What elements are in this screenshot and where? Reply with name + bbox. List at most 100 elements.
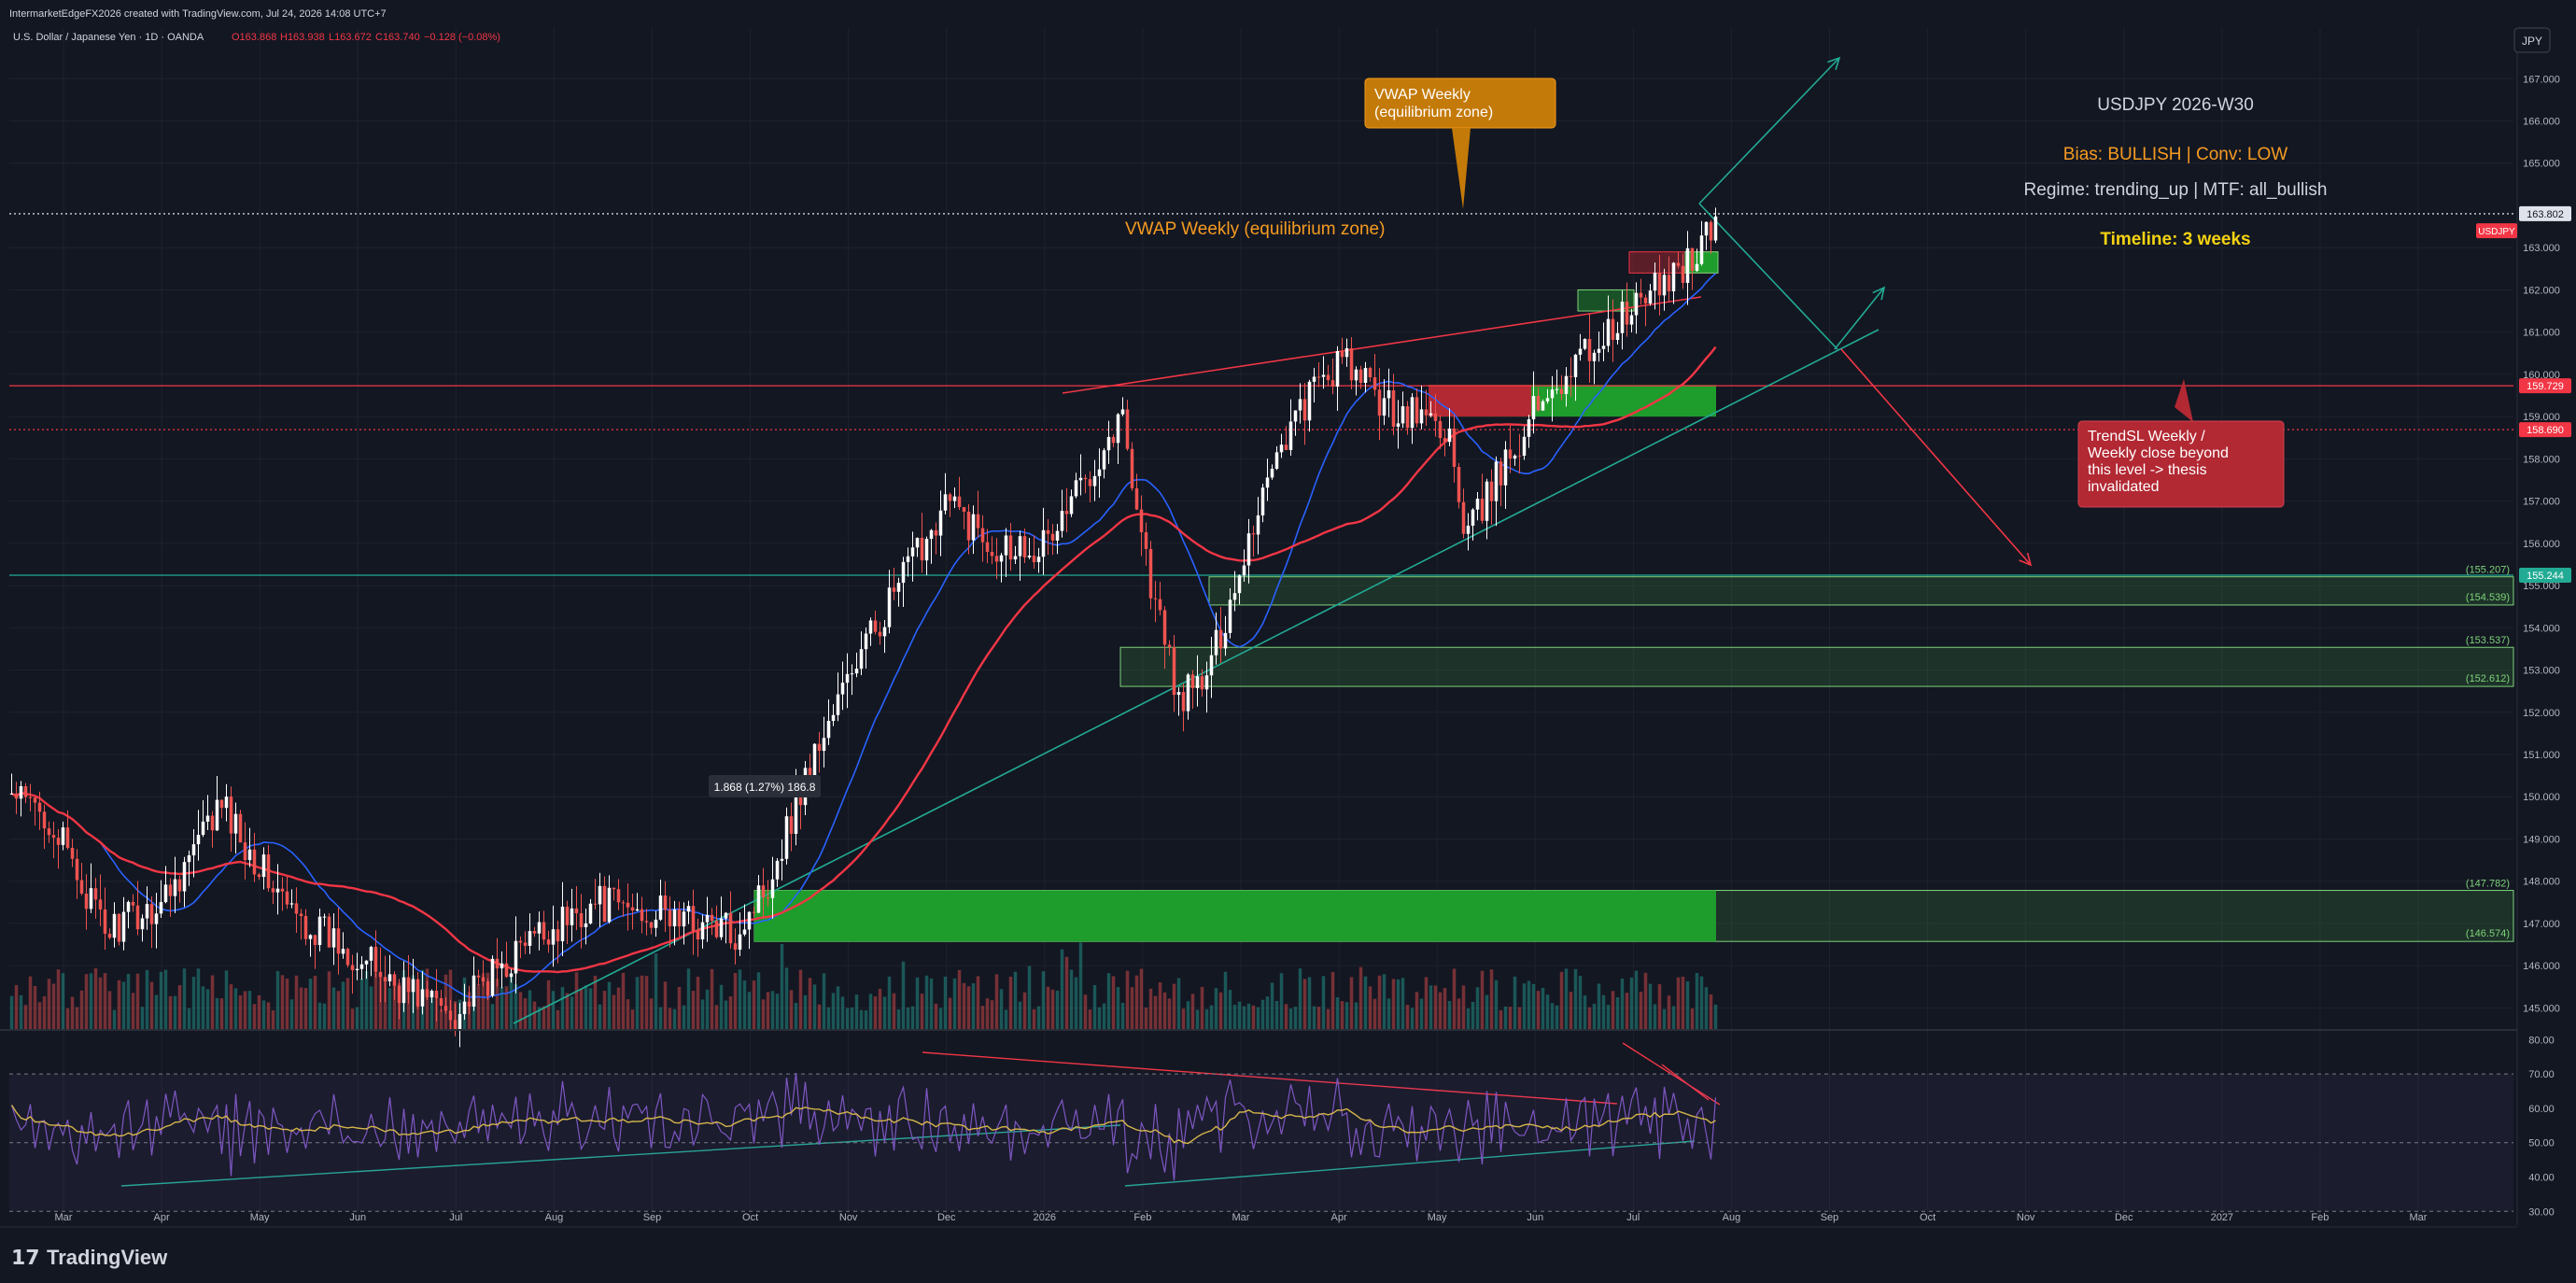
candle-body	[271, 888, 275, 893]
measure-label-box	[709, 775, 821, 797]
candle-body	[1190, 674, 1195, 688]
symbol-tag	[2476, 223, 2517, 239]
volume-bar	[1050, 989, 1055, 1029]
candle-body	[266, 854, 271, 889]
volume-bar	[1055, 990, 1060, 1029]
candle-body	[387, 974, 392, 981]
candle-body	[1200, 676, 1204, 690]
arrow-head	[1827, 56, 1841, 71]
candle-body	[369, 947, 373, 961]
volume-bar	[168, 995, 173, 1029]
zone-bottom-label: (152.612)	[2466, 673, 2510, 684]
volume-bar	[1513, 976, 1517, 1029]
candle-body	[924, 539, 929, 561]
volume-bar	[742, 980, 747, 1029]
candle-body	[1167, 644, 1172, 648]
volume-bar	[565, 993, 570, 1029]
volume-bar	[920, 994, 924, 1029]
candle-body	[756, 885, 761, 913]
volume-bar	[1036, 1006, 1041, 1029]
ohlc-high: H163.938	[280, 32, 325, 43]
candle-body	[65, 827, 70, 848]
volume-bar	[1545, 994, 1550, 1029]
candle-body	[1489, 481, 1494, 501]
volume-bar	[14, 984, 19, 1029]
volume-bar	[37, 1002, 42, 1029]
resistance-trendline	[1062, 296, 1702, 394]
candle-body	[1471, 509, 1475, 526]
x-axis-label: Feb	[1133, 1212, 1151, 1223]
volume-bar	[1288, 1008, 1293, 1029]
volume-bar	[873, 996, 878, 1029]
panel-bias: Bias: BULLISH | Conv: LOW	[2063, 145, 2287, 164]
candle-body	[448, 1010, 453, 1021]
candle-body	[126, 901, 131, 912]
candle-body	[1480, 499, 1485, 521]
volume-bar	[733, 972, 738, 1029]
volume-bar	[1648, 983, 1653, 1029]
candle-body	[70, 847, 75, 859]
candle-body	[415, 979, 420, 1007]
candle-body	[47, 828, 51, 836]
candle-body	[1550, 389, 1555, 399]
price-tick-label: 163.000	[2523, 243, 2560, 254]
volume-bar	[317, 1002, 322, 1029]
candle-body	[205, 815, 210, 822]
candle-body	[1176, 692, 1181, 696]
moving-averages	[10, 273, 1717, 999]
volume-bar	[663, 981, 668, 1029]
volume-bar	[747, 992, 752, 1029]
candle-body	[233, 813, 238, 834]
candle-body	[1354, 369, 1358, 381]
candle-body	[1335, 351, 1340, 387]
candle-body	[882, 627, 887, 637]
volume-bar	[23, 1005, 28, 1029]
volume-bar	[1625, 993, 1629, 1029]
candle-body	[1391, 390, 1396, 427]
candle-body	[191, 844, 196, 856]
volume-bar	[784, 967, 789, 1029]
candle-body	[1293, 410, 1298, 422]
rsi-support-line	[1124, 1140, 1696, 1187]
ohlc-close: C163.740	[375, 32, 420, 43]
candle-body	[397, 985, 401, 1004]
pullback-arrow	[1698, 203, 1838, 350]
volume-bar	[850, 1007, 854, 1029]
candle-body	[1429, 413, 1433, 416]
volume-bar	[1237, 1001, 1242, 1029]
candle-body	[1405, 406, 1410, 429]
rsi-tick-label: 80.00	[2528, 1035, 2555, 1046]
candle-body	[794, 787, 798, 834]
currency-button[interactable]	[2513, 27, 2551, 53]
candle-body	[1018, 536, 1022, 557]
volume-bar	[570, 996, 574, 1029]
x-axis-label: Jul	[449, 1212, 462, 1223]
candle-body	[247, 849, 252, 861]
volume-bar	[934, 1003, 938, 1029]
candle-body	[742, 929, 747, 935]
candle-body	[1396, 423, 1401, 427]
candle-body	[1555, 388, 1559, 390]
candle-body	[910, 547, 915, 557]
candle-body	[84, 893, 89, 909]
volume-bar	[1382, 974, 1387, 1029]
volume-bar	[1251, 1005, 1256, 1029]
candle-body	[364, 960, 369, 965]
volume-bar	[1190, 994, 1195, 1029]
volume-bar	[1541, 987, 1545, 1029]
candle-body	[1298, 399, 1302, 411]
rsi-resistance-line	[1661, 1064, 1710, 1101]
volume-bar	[1695, 973, 1699, 1029]
volume-bar	[943, 976, 948, 1029]
candle-body	[1625, 302, 1629, 325]
volume-bar	[1078, 942, 1083, 1029]
candle-body	[1513, 455, 1517, 459]
candle-body	[906, 556, 910, 562]
volume-bar	[429, 995, 434, 1029]
volume-bar	[266, 1002, 271, 1029]
candle-body	[135, 905, 140, 930]
candle-body	[434, 990, 439, 998]
candle-body	[453, 1020, 457, 1031]
volume-bar	[355, 1007, 359, 1029]
